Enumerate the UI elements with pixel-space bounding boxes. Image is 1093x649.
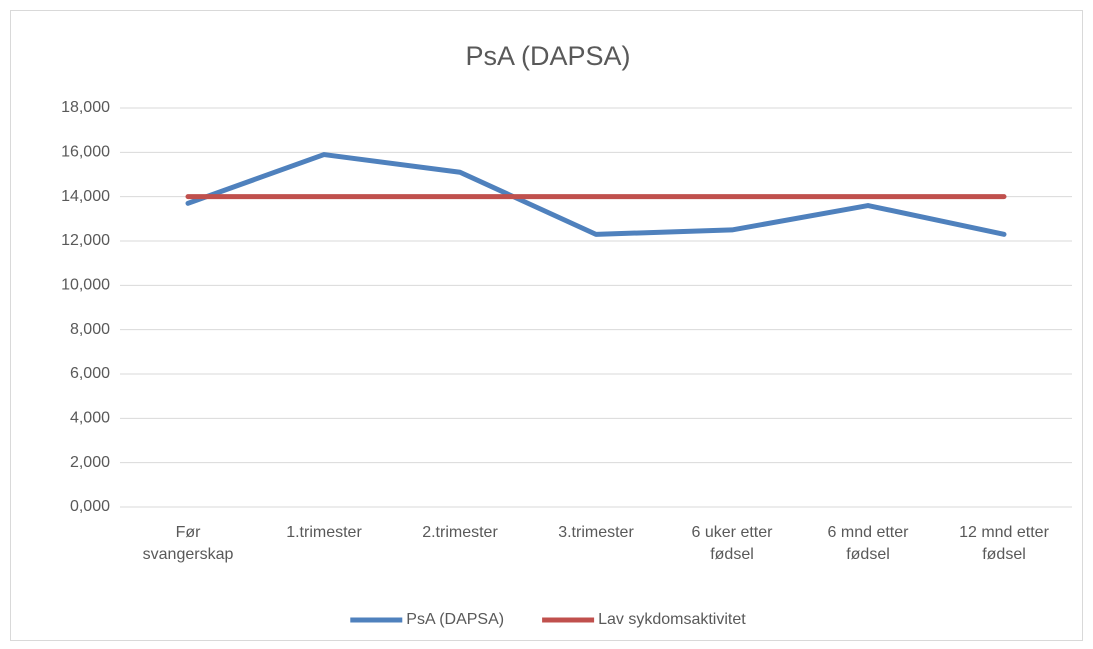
y-tick-label: 12,000 <box>61 232 110 249</box>
y-tick-label: 6,000 <box>70 365 110 382</box>
y-tick-label: 0,000 <box>70 498 110 515</box>
x-tick-label: Før svangerskap <box>142 524 234 563</box>
legend-label: Lav sykdomsaktivitet <box>598 611 746 628</box>
y-tick-label: 8,000 <box>70 321 110 338</box>
y-tick-label: 4,000 <box>70 410 110 427</box>
x-tick-label: 1.trimester <box>286 524 362 541</box>
series-line <box>185 152 1007 237</box>
x-tick-label: 12 mnd etter fødsel <box>959 524 1049 563</box>
x-tick-label: 6 uker etter fødsel <box>691 524 773 563</box>
chart-title: PsA (DAPSA) <box>465 41 630 71</box>
y-tick-label: 16,000 <box>61 144 110 161</box>
legend-label: PsA (DAPSA) <box>406 611 504 628</box>
y-tick-label: 2,000 <box>70 454 110 471</box>
y-tick-label: 18,000 <box>61 99 110 116</box>
x-tick-label: 2.trimester <box>422 524 498 541</box>
x-tick-label: 3.trimester <box>558 524 634 541</box>
y-tick-label: 10,000 <box>61 277 110 294</box>
y-tick-label: 14,000 <box>61 188 110 205</box>
chart-border <box>10 10 1083 641</box>
x-tick-label: 6 mnd etter fødsel <box>827 524 909 563</box>
